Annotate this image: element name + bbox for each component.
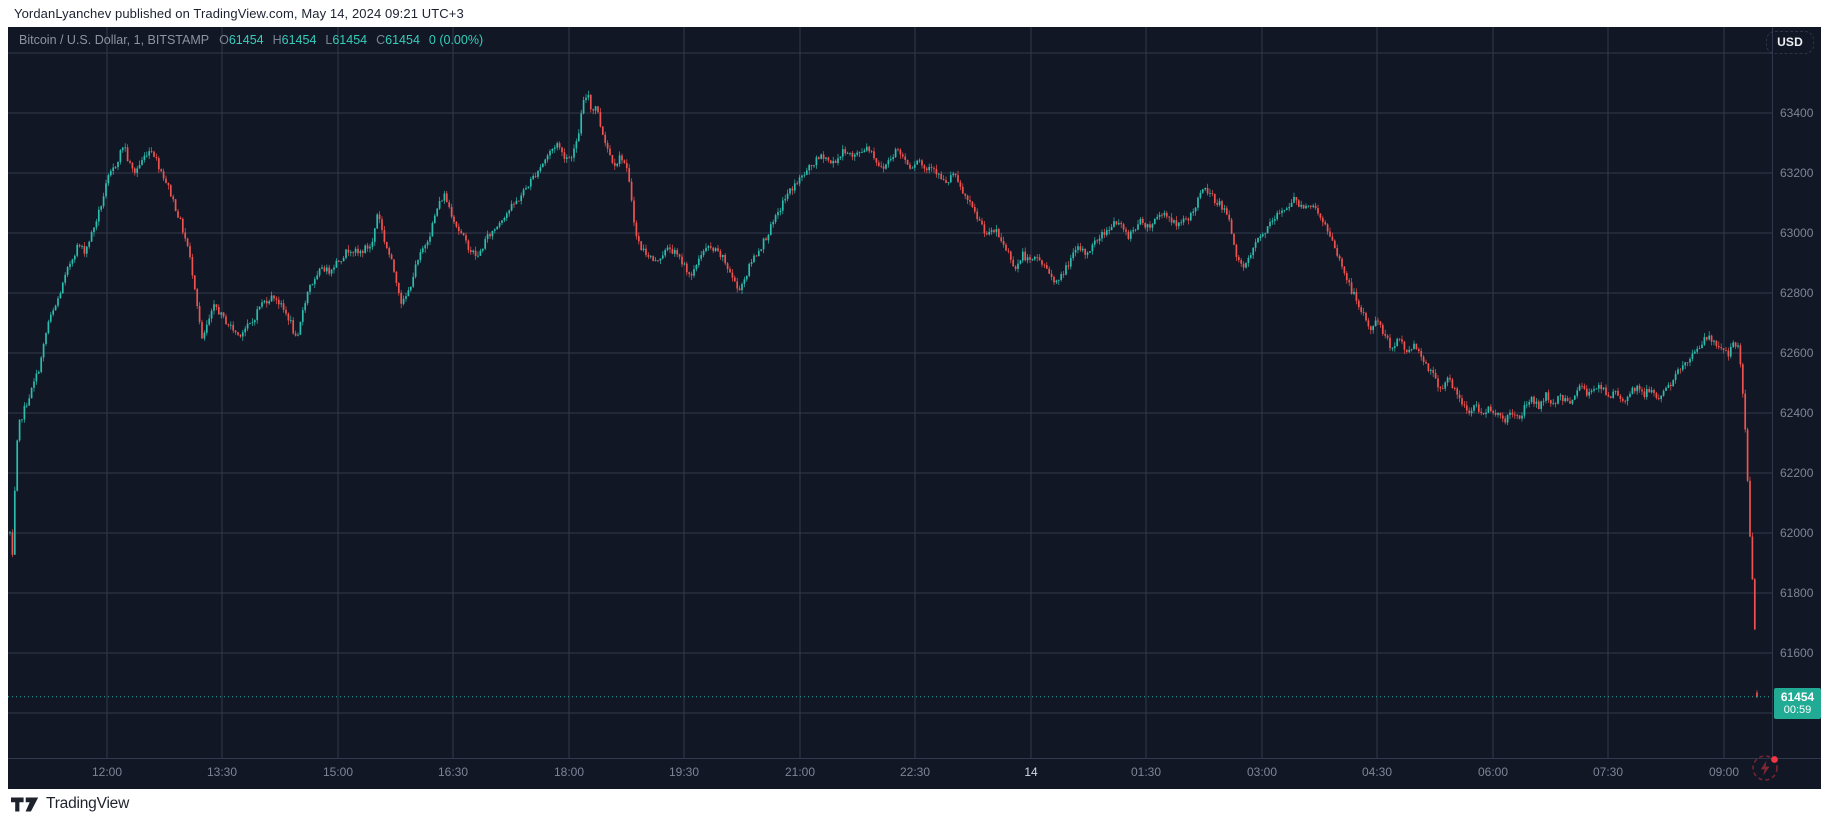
chart-panel[interactable]: Bitcoin / U.S. Dollar, 1, BITSTAMP O6145…: [8, 27, 1821, 789]
time-tick-label: 13:30: [206, 765, 238, 779]
time-tick-label: 06:00: [1477, 765, 1509, 779]
attribution-text: YordanLyanchev published on TradingView.…: [14, 6, 464, 21]
time-tick-label: 21:00: [784, 765, 816, 779]
tradingview-logo[interactable]: TradingView: [11, 795, 129, 813]
price-tick-label: 62000: [1780, 526, 1814, 540]
lightning-icon: [1752, 755, 1778, 781]
time-tick-label: 14: [1024, 765, 1038, 779]
time-tick-label: 03:00: [1246, 765, 1278, 779]
price-tick-label: 62800: [1780, 286, 1814, 300]
tradingview-wordmark: TradingView: [46, 795, 130, 812]
time-tick-label: 15:00: [322, 765, 354, 779]
time-tick-label: 01:30: [1130, 765, 1162, 779]
footer-bar: TradingView: [0, 789, 1835, 819]
ohlc-low: L61454: [325, 33, 368, 47]
price-tick-label: 62200: [1780, 466, 1814, 480]
ohlc-high: H61454: [272, 33, 317, 47]
time-tick-label: 16:30: [437, 765, 469, 779]
grid-layer: [8, 27, 1821, 759]
price-axis[interactable]: 63400 63200 63000 62800 62600 62400 62200 62000…: [1773, 27, 1821, 758]
last-price-value: 61454: [1780, 689, 1815, 704]
ohlc-close: C61454: [376, 33, 420, 47]
symbol-title: Bitcoin / U.S. Dollar, 1, BITSTAMP: [19, 33, 210, 47]
ohlc-readout: O61454 H61454 L61454 C61454 0 (0.00%): [219, 33, 483, 47]
down-candles-layer: [11, 94, 1758, 698]
price-tick-label: 62400: [1780, 406, 1814, 420]
time-tick-label: 22:30: [899, 765, 931, 779]
time-tick-label: 12:00: [91, 765, 123, 779]
tradingview-logo-icon: [11, 797, 39, 811]
time-tick-label: 07:30: [1592, 765, 1624, 779]
change-readout: 0 (0.00%): [428, 33, 484, 47]
symbol-legend: Bitcoin / U.S. Dollar, 1, BITSTAMP O6145…: [19, 33, 483, 47]
ohlc-open: O61454: [219, 33, 264, 47]
realtime-data-button[interactable]: [1746, 747, 1786, 787]
time-tick-label: 09:00: [1708, 765, 1740, 779]
currency-toggle-button[interactable]: USD: [1766, 31, 1814, 54]
last-price-badge: 61454 00:59: [1774, 687, 1821, 719]
price-tick-label: 62600: [1780, 346, 1814, 360]
price-tick-label: 61600: [1780, 646, 1814, 660]
time-tick-label: 19:30: [668, 765, 700, 779]
price-tick-label: 61800: [1780, 586, 1814, 600]
alert-dot-icon: [1771, 756, 1778, 763]
time-tick-label: 04:30: [1361, 765, 1393, 779]
price-tick-label: 63200: [1780, 166, 1814, 180]
price-tick-label: 63400: [1780, 106, 1814, 120]
time-tick-label: 18:00: [553, 765, 585, 779]
attribution-bar: YordanLyanchev published on TradingView.…: [0, 0, 1835, 27]
up-candles-layer: [9, 90, 1739, 556]
candlestick-plot[interactable]: [8, 27, 1821, 789]
price-tick-label: 63000: [1780, 226, 1814, 240]
bar-countdown: 00:59: [1783, 703, 1812, 716]
time-axis[interactable]: 12:00 13:30 15:00 16:30 18:00 19:30 21:00 22:30…: [8, 759, 1821, 789]
